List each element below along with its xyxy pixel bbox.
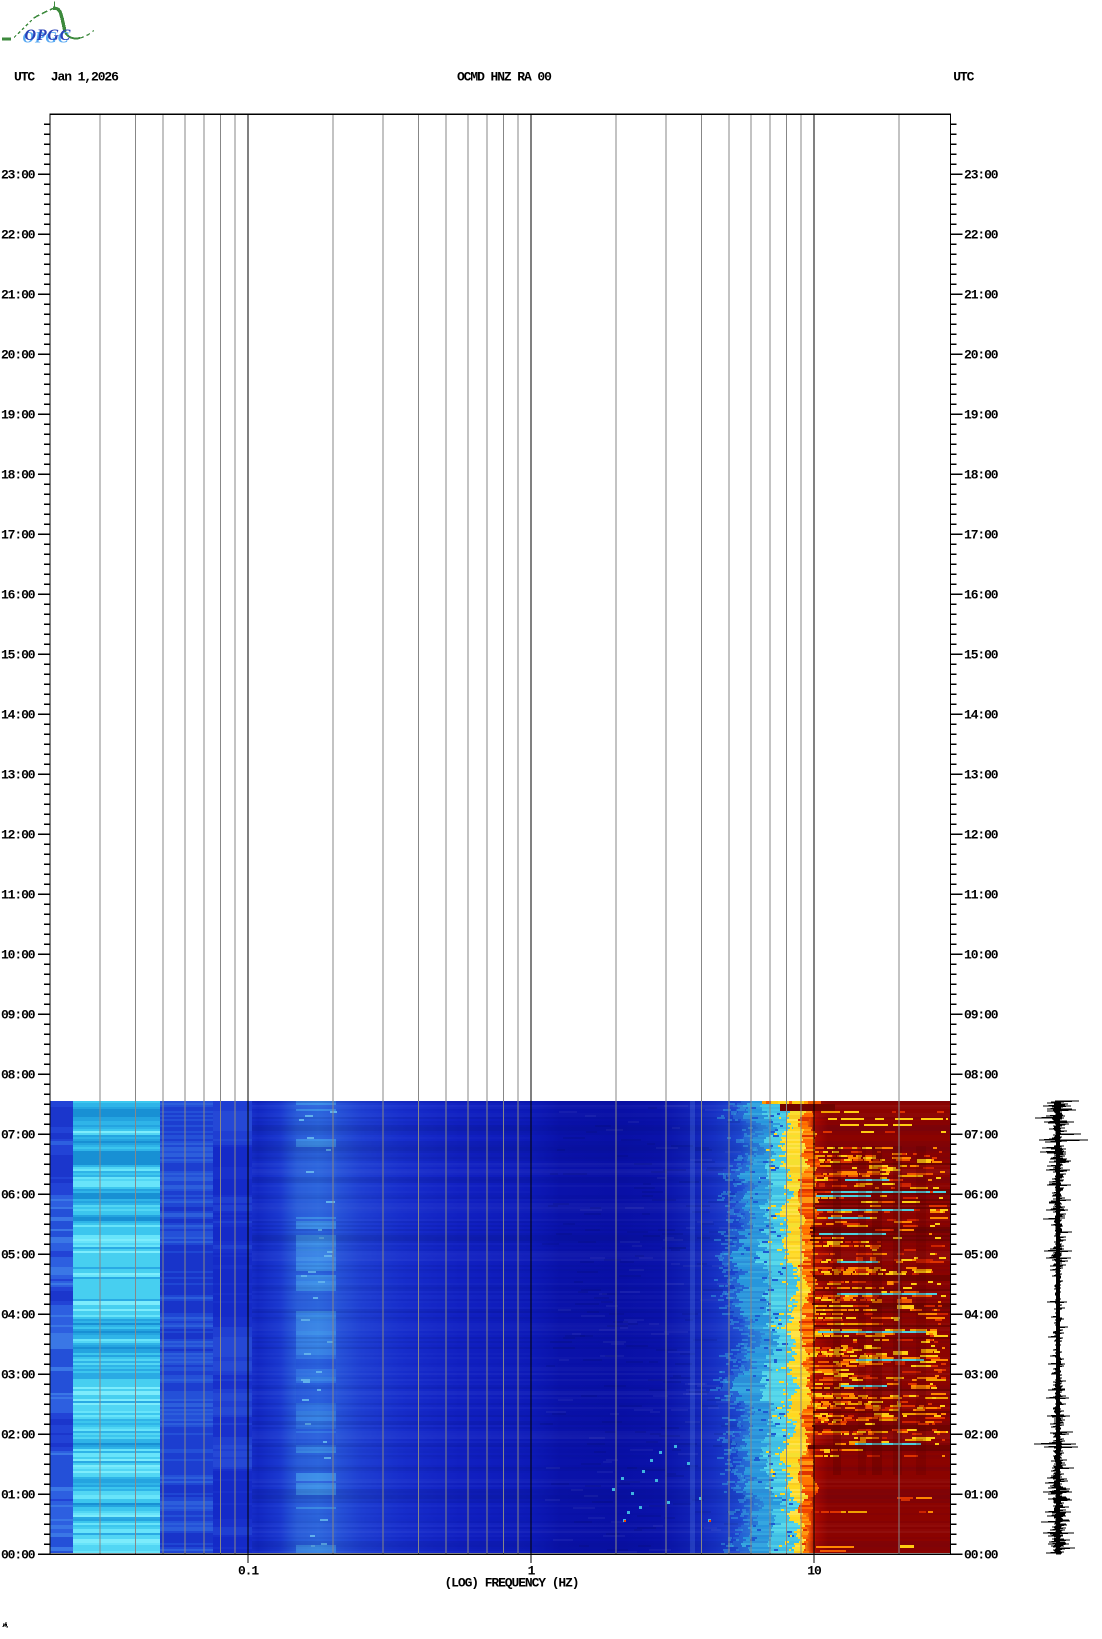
svg-text:23:00: 23:00	[964, 168, 999, 183]
svg-text:11:00: 11:00	[1, 888, 36, 903]
svg-text:06:00: 06:00	[1, 1188, 36, 1203]
svg-text:09:00: 09:00	[1, 1008, 36, 1023]
svg-text:UTC: UTC	[14, 70, 35, 85]
svg-text:11:00: 11:00	[964, 888, 999, 903]
svg-text:OCMD HNZ RA 00: OCMD HNZ RA 00	[457, 70, 552, 85]
svg-text:Jan 1,2026: Jan 1,2026	[51, 70, 119, 85]
svg-text:19:00: 19:00	[1, 408, 36, 423]
svg-text:0.1: 0.1	[238, 1564, 259, 1579]
svg-text:02:00: 02:00	[964, 1428, 999, 1443]
svg-text:06:00: 06:00	[964, 1188, 999, 1203]
svg-text:15:00: 15:00	[1, 648, 36, 663]
svg-text:14:00: 14:00	[1, 708, 36, 723]
svg-text:OPGC: OPGC	[23, 30, 70, 47]
svg-text:04:00: 04:00	[1, 1308, 36, 1323]
svg-text:10:00: 10:00	[1, 948, 36, 963]
svg-text:1: 1	[528, 1564, 536, 1579]
svg-text:20:00: 20:00	[1, 348, 36, 363]
svg-text:00:00: 00:00	[964, 1548, 999, 1563]
svg-text:19:00: 19:00	[964, 408, 999, 423]
svg-text:23:00: 23:00	[1, 168, 36, 183]
svg-text:12:00: 12:00	[964, 828, 999, 843]
svg-text:UTC: UTC	[953, 70, 974, 85]
svg-text:13:00: 13:00	[1, 768, 36, 783]
svg-text:OPGC: OPGC	[25, 27, 72, 44]
svg-text:05:00: 05:00	[1, 1248, 36, 1263]
svg-text:16:00: 16:00	[1, 588, 36, 603]
svg-text:01:00: 01:00	[1, 1488, 36, 1503]
svg-text:08:00: 08:00	[964, 1068, 999, 1083]
svg-text:08:00: 08:00	[1, 1068, 36, 1083]
svg-text:18:00: 18:00	[1, 468, 36, 483]
svg-text:03:00: 03:00	[964, 1368, 999, 1383]
svg-text:12:00: 12:00	[1, 828, 36, 843]
svg-text:13:00: 13:00	[964, 768, 999, 783]
svg-text:21:00: 21:00	[964, 288, 999, 303]
svg-text:02:00: 02:00	[1, 1428, 36, 1443]
svg-text:01:00: 01:00	[964, 1488, 999, 1503]
svg-text:04:00: 04:00	[964, 1308, 999, 1323]
svg-text:20:00: 20:00	[964, 348, 999, 363]
svg-text:05:00: 05:00	[964, 1248, 999, 1263]
svg-text:(LOG) FREQUENCY (HZ): (LOG) FREQUENCY (HZ)	[444, 1576, 578, 1591]
svg-text:09:00: 09:00	[964, 1008, 999, 1023]
svg-text:22:00: 22:00	[1, 228, 36, 243]
svg-text:17:00: 17:00	[964, 528, 999, 543]
svg-text:10: 10	[807, 1564, 822, 1579]
svg-text:17:00: 17:00	[1, 528, 36, 543]
svg-text:15:00: 15:00	[964, 648, 999, 663]
svg-text:18:00: 18:00	[964, 468, 999, 483]
svg-text:16:00: 16:00	[964, 588, 999, 603]
svg-text:07:00: 07:00	[964, 1128, 999, 1143]
svg-text:22:00: 22:00	[964, 228, 999, 243]
svg-text:03:00: 03:00	[1, 1368, 36, 1383]
svg-text:10:00: 10:00	[964, 948, 999, 963]
svg-text:00:00: 00:00	[1, 1548, 36, 1563]
svg-text:14:00: 14:00	[964, 708, 999, 723]
svg-text:21:00: 21:00	[1, 288, 36, 303]
svg-text:07:00: 07:00	[1, 1128, 36, 1143]
